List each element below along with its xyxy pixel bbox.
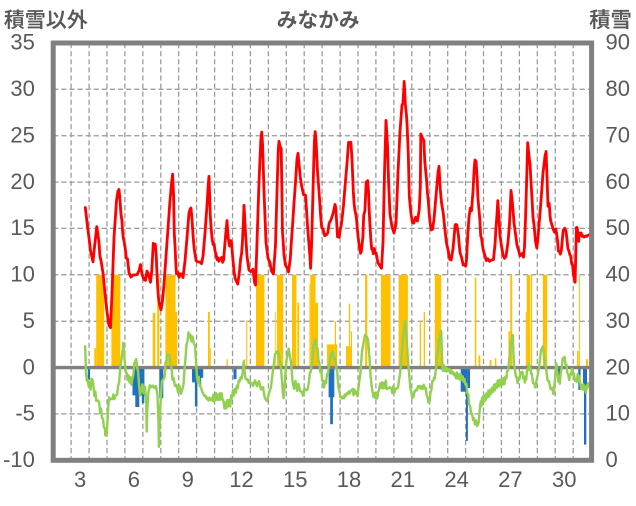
svg-text:5: 5 <box>23 308 35 333</box>
svg-text:15: 15 <box>283 467 307 492</box>
svg-text:-10: -10 <box>3 447 35 472</box>
svg-text:25: 25 <box>10 122 34 147</box>
svg-text:15: 15 <box>10 215 34 240</box>
svg-text:21: 21 <box>391 467 415 492</box>
svg-text:20: 20 <box>606 354 630 379</box>
svg-text:50: 50 <box>606 215 630 240</box>
svg-text:0: 0 <box>606 447 618 472</box>
svg-text:60: 60 <box>606 169 630 194</box>
svg-text:70: 70 <box>606 122 630 147</box>
svg-text:12: 12 <box>229 467 253 492</box>
svg-text:10: 10 <box>606 401 630 426</box>
svg-text:9: 9 <box>182 467 194 492</box>
svg-text:-5: -5 <box>15 401 35 426</box>
svg-text:35: 35 <box>10 30 34 55</box>
svg-text:90: 90 <box>606 30 630 55</box>
svg-text:6: 6 <box>128 467 140 492</box>
svg-text:27: 27 <box>498 467 522 492</box>
svg-text:80: 80 <box>606 76 630 101</box>
svg-text:40: 40 <box>606 262 630 287</box>
svg-text:20: 20 <box>10 169 34 194</box>
svg-text:30: 30 <box>552 467 576 492</box>
svg-text:3: 3 <box>74 467 86 492</box>
svg-text:18: 18 <box>337 467 361 492</box>
svg-text:10: 10 <box>10 262 34 287</box>
svg-text:24: 24 <box>444 467 468 492</box>
svg-text:30: 30 <box>10 76 34 101</box>
svg-text:0: 0 <box>23 354 35 379</box>
svg-text:30: 30 <box>606 308 630 333</box>
